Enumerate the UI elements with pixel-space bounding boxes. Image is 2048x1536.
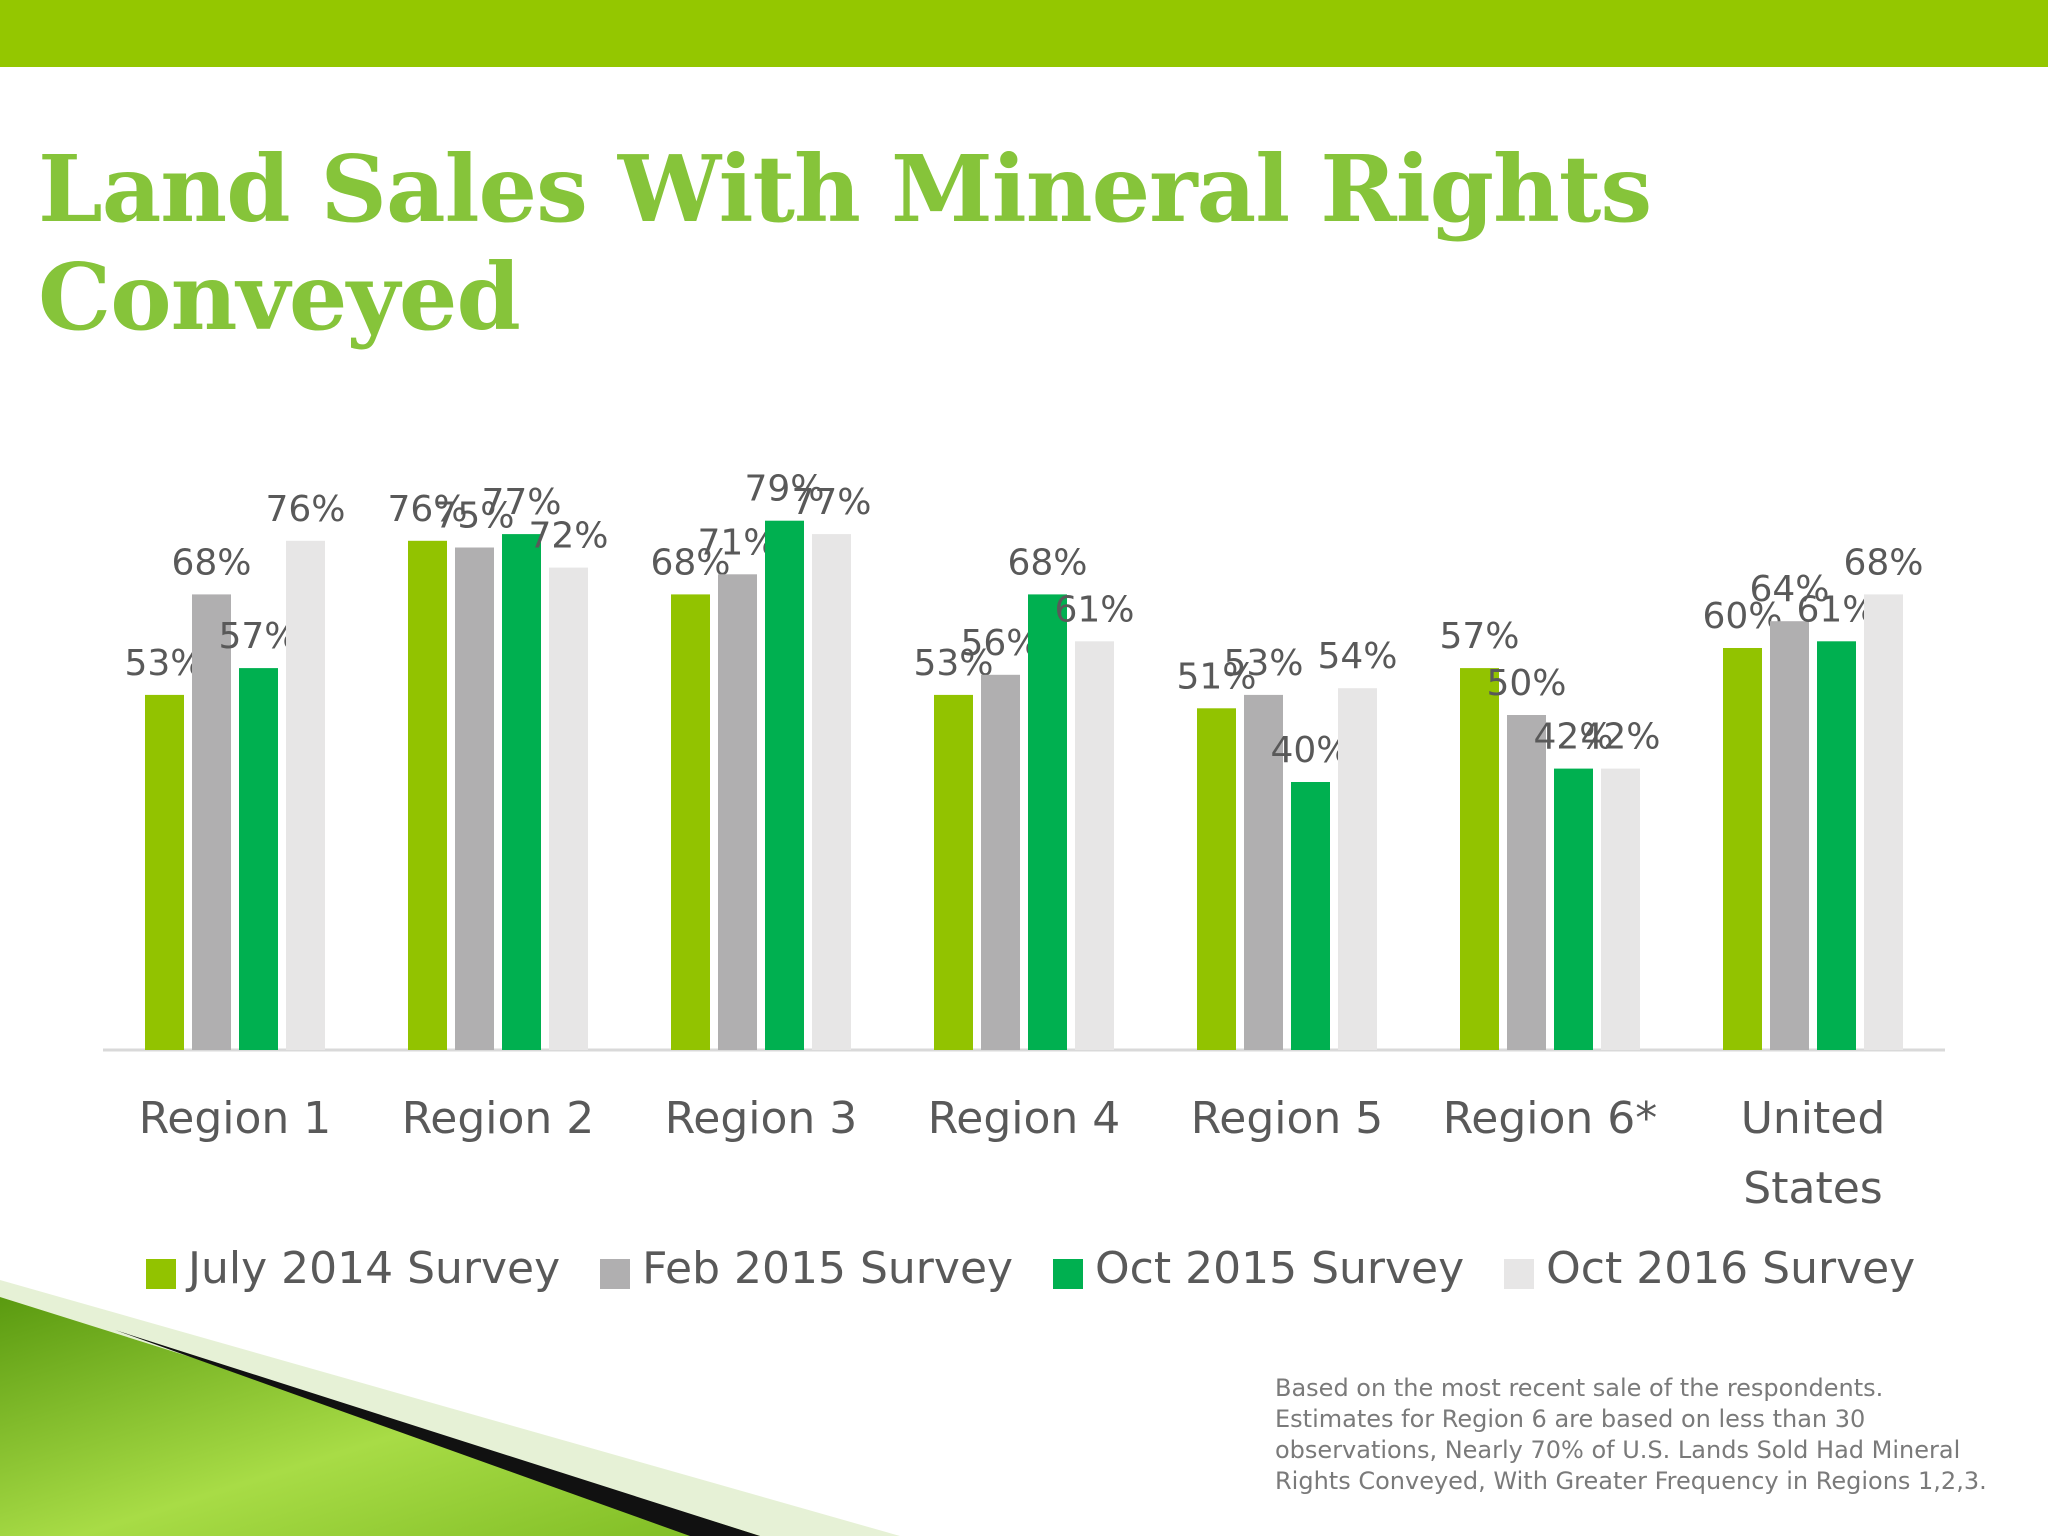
data-label-5-series-3: 40% [1270, 730, 1350, 771]
bar-1-series-2 [192, 594, 231, 1050]
data-label-3-series-4: 77% [791, 482, 871, 523]
bar-1-series-1 [145, 694, 184, 1050]
bar-6-series-2 [1507, 715, 1546, 1050]
page-title-line-2: Conveyed [38, 243, 521, 351]
footnote-line-3: observations, Nearly 70% of U.S. Lands S… [1275, 1436, 1961, 1464]
decorative-corner-graphic [0, 1280, 900, 1536]
footnote-line-4: Rights Conveyed, With Greater Frequency … [1275, 1467, 1987, 1495]
data-label-2-series-3: 77% [481, 482, 561, 523]
bar-1-series-3 [239, 668, 278, 1050]
bar-5-series-3 [1291, 782, 1330, 1050]
bar-2-series-3 [502, 534, 541, 1050]
category-label-4: Region 4 [928, 1093, 1121, 1144]
data-label-3-series-2: 71% [697, 522, 777, 563]
data-label-6-series-3: 42% [1533, 717, 1613, 758]
bar-3-series-3 [765, 520, 804, 1050]
data-label-2-series-2: 75% [434, 496, 514, 537]
legend-label-oct-2015: Oct 2015 Survey [1095, 1242, 1465, 1294]
legend-item-feb-2015: Feb 2015 Survey [600, 1243, 1013, 1294]
chart-legend: July 2014 Survey Feb 2015 Survey Oct 201… [146, 1238, 1915, 1298]
legend-label-oct-2016: Oct 2016 Survey [1546, 1242, 1916, 1294]
data-label-4-series-1: 53% [913, 643, 993, 684]
data-label-4-series-3: 68% [1007, 542, 1087, 583]
bar-2-series-2 [455, 547, 494, 1050]
bar-7-series-2 [1770, 621, 1809, 1050]
data-label-7-series-2: 64% [1749, 569, 1829, 610]
page-title: Land Sales With Mineral Rights Conveyed [38, 135, 1738, 351]
bar-3-series-4 [812, 534, 851, 1050]
bar-2-series-4 [549, 567, 588, 1050]
data-label-5-series-4: 54% [1317, 636, 1397, 677]
bar-3-series-2 [718, 574, 757, 1050]
category-label-7-line-2: States [1743, 1163, 1882, 1214]
data-label-1-series-2: 68% [171, 542, 251, 583]
legend-swatch-oct-2016 [1504, 1259, 1535, 1289]
legend-label-feb-2015: Feb 2015 Survey [642, 1242, 1014, 1294]
bar-5-series-4 [1338, 688, 1377, 1050]
data-label-2-series-1: 76% [387, 489, 467, 530]
legend-item-july-2014: July 2014 Survey [146, 1243, 560, 1294]
bar-6-series-1 [1460, 668, 1499, 1050]
data-label-5-series-2: 53% [1223, 643, 1303, 684]
footnote: Based on the most recent sale of the res… [1275, 1373, 2035, 1497]
legend-swatch-july-2014 [146, 1259, 176, 1289]
data-label-3-series-1: 68% [650, 542, 730, 583]
legend-swatch-feb-2015 [600, 1259, 631, 1289]
bar-2-series-1 [408, 540, 447, 1050]
bar-5-series-1 [1197, 708, 1236, 1050]
bar-1-series-4 [286, 540, 325, 1050]
bar-7-series-4 [1864, 594, 1903, 1050]
data-label-7-series-4: 68% [1843, 542, 1923, 583]
category-label-3: Region 3 [665, 1093, 858, 1144]
data-label-7-series-3: 61% [1796, 589, 1876, 630]
legend-swatch-oct-2015 [1053, 1259, 1084, 1289]
footnote-line-1: Based on the most recent sale of the res… [1275, 1374, 1884, 1402]
bar-5-series-2 [1244, 694, 1283, 1050]
deco-black-stripe [115, 1330, 760, 1536]
bar-7-series-1 [1723, 648, 1762, 1050]
data-label-2-series-4: 72% [528, 516, 608, 557]
data-label-4-series-2: 56% [960, 623, 1040, 664]
data-label-1-series-3: 57% [218, 616, 298, 657]
data-label-6-series-2: 50% [1486, 663, 1566, 704]
bar-6-series-4 [1601, 768, 1640, 1050]
bar-4-series-2 [981, 674, 1020, 1050]
category-label-5: Region 5 [1191, 1093, 1384, 1144]
bar-3-series-1 [671, 594, 710, 1050]
page-title-line-1: Land Sales With Mineral Rights [38, 135, 1652, 243]
data-label-3-series-3: 79% [744, 469, 824, 510]
category-label-6: Region 6* [1443, 1093, 1658, 1144]
data-label-6-series-1: 57% [1439, 616, 1519, 657]
category-label-1: Region 1 [139, 1093, 332, 1144]
legend-label-july-2014: July 2014 Survey [188, 1242, 561, 1294]
bar-4-series-3 [1028, 594, 1067, 1050]
data-label-5-series-1: 51% [1176, 656, 1256, 697]
data-label-1-series-4: 76% [265, 489, 345, 530]
data-label-4-series-4: 61% [1054, 589, 1134, 630]
legend-item-oct-2015: Oct 2015 Survey [1053, 1243, 1464, 1294]
legend-item-oct-2016: Oct 2016 Survey [1504, 1243, 1915, 1294]
bar-chart: 53%68%57%76%Region 176%75%77%72%Region 2… [103, 469, 1945, 1214]
bar-6-series-3 [1554, 768, 1593, 1050]
category-label-7-line-1: United [1741, 1093, 1886, 1144]
bar-4-series-1 [934, 694, 973, 1050]
category-label-2: Region 2 [402, 1093, 595, 1144]
data-label-7-series-1: 60% [1702, 596, 1782, 637]
data-label-1-series-1: 53% [124, 643, 204, 684]
footnote-line-2: Estimates for Region 6 are based on less… [1275, 1405, 1866, 1433]
top-accent-bar [0, 0, 2048, 67]
data-label-6-series-4: 42% [1580, 717, 1660, 758]
bar-4-series-4 [1075, 641, 1114, 1050]
bar-7-series-3 [1817, 641, 1856, 1050]
